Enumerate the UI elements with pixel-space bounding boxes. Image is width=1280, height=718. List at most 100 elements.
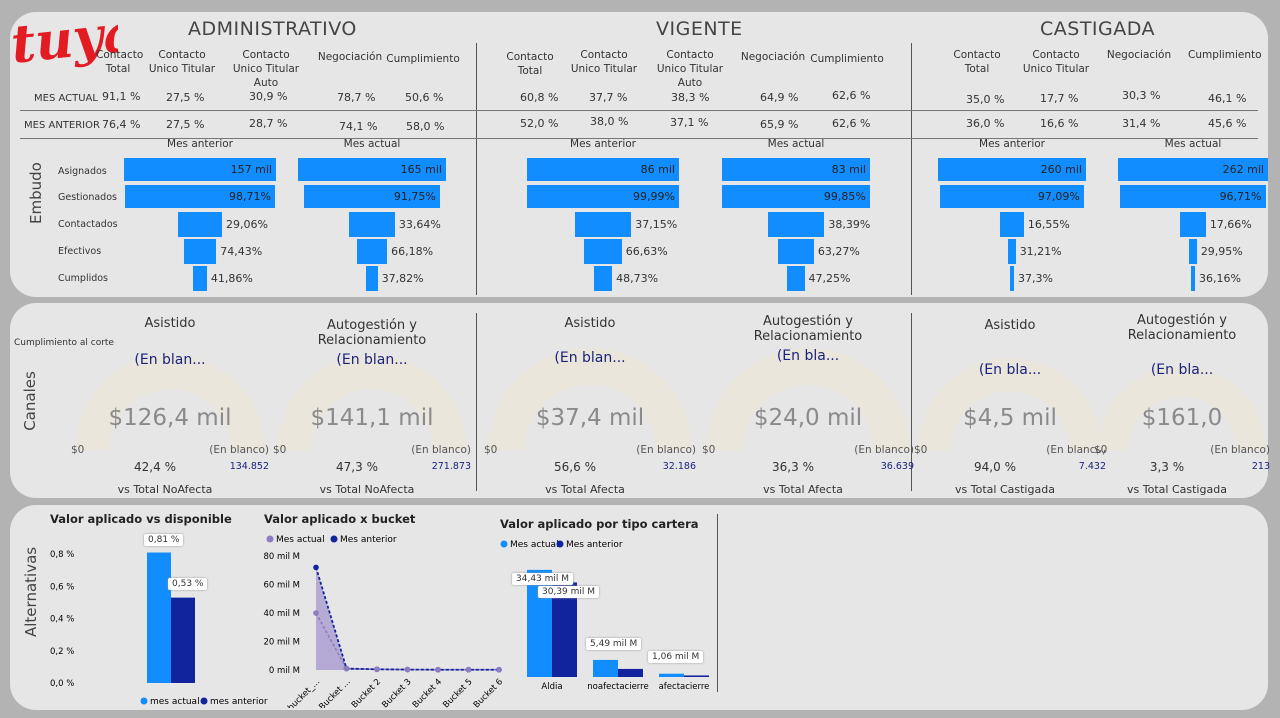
point-mes-actual[interactable] (496, 666, 502, 673)
tuya-logo: tuya (8, 8, 118, 70)
bar[interactable] (171, 597, 195, 683)
funnel-bar[interactable] (1000, 212, 1024, 237)
funnel-bar[interactable] (527, 158, 679, 181)
y-tick-label: 0,8 % (50, 550, 74, 560)
gauge-title: Autogestión y Relacionamiento (753, 314, 863, 344)
bar[interactable] (147, 552, 171, 684)
bar[interactable] (618, 668, 643, 677)
kpi-value: 46,1 % (1208, 92, 1247, 105)
gauge-title: Asistido (564, 316, 616, 331)
point-mes-actual[interactable] (313, 610, 319, 616)
funnel-bar[interactable] (183, 239, 217, 264)
funnel-bar[interactable] (940, 185, 1084, 208)
funnel-bar[interactable] (722, 185, 870, 208)
y-tick-label: 80 mil M (263, 552, 300, 562)
kpi-header: Contacto Unico Titular (1022, 49, 1090, 75)
legend-marker (556, 540, 564, 548)
funnel-bar[interactable] (124, 158, 276, 181)
funnel-bar[interactable] (356, 239, 388, 264)
bar[interactable] (552, 582, 577, 677)
kpi-value: 64,9 % (760, 91, 799, 104)
gauge-min: $0 (1094, 444, 1108, 456)
point-mes-actual[interactable] (374, 666, 380, 673)
funnel-bar[interactable] (787, 266, 805, 291)
legend-marker (200, 697, 208, 705)
bar[interactable] (684, 675, 709, 677)
kpi-value: 91,1 % (102, 90, 141, 103)
section-title-vigente: VIGENTE (656, 18, 743, 40)
funnel-bar[interactable] (1191, 266, 1195, 291)
y-tick-label: 0,2 % (50, 647, 74, 657)
kpi-header: Contacto Unico Titular (570, 49, 638, 75)
funnel-title: Mes actual (767, 138, 825, 150)
funnel-bar[interactable] (349, 212, 395, 237)
area-anterior (316, 567, 499, 670)
funnel-bar-label: 86 mil (640, 163, 675, 176)
funnel-bar[interactable] (722, 158, 870, 181)
funnel-bar-label: 157 mil (230, 163, 272, 176)
funnel-bar-label: 41,86% (210, 272, 253, 285)
gauge-arc (75, 355, 265, 451)
kpi-value: 16,6 % (1040, 117, 1079, 130)
point-mes-actual[interactable] (343, 665, 350, 672)
y-tick-label: 0,6 % (50, 582, 74, 592)
legend-marker (500, 540, 508, 548)
funnel-bar[interactable] (1008, 239, 1016, 264)
kpi-value: 62,6 % (832, 89, 871, 102)
funnel-bar[interactable] (1118, 158, 1268, 181)
funnel-bar[interactable] (1189, 239, 1197, 264)
kpi-value: 27,5 % (166, 118, 205, 131)
x-tick-label: Bucket 2 (350, 677, 383, 708)
gauge-arc (488, 348, 692, 451)
funnel-bar[interactable] (366, 266, 378, 291)
funnel-bar[interactable] (574, 212, 632, 237)
funnel-bar[interactable] (1120, 185, 1266, 208)
gauge-percent: 36,3 % (772, 460, 814, 474)
gauge-arc (706, 348, 910, 451)
row-label-mes-actual: MES ACTUAL (34, 93, 98, 104)
y-tick-label: 60 mil M (263, 581, 300, 591)
legend-marker (140, 697, 148, 705)
funnel-bar-label: 17,66% (1209, 218, 1252, 231)
funnel-bar[interactable] (593, 266, 613, 291)
funnel-bar[interactable] (1180, 212, 1206, 237)
funnel-bar[interactable] (124, 185, 275, 208)
funnel-bar[interactable] (298, 158, 446, 181)
funnel-title: Mes anterior (167, 138, 233, 150)
gauge-track (1098, 366, 1266, 451)
point-mes-actual[interactable] (465, 666, 472, 673)
bar[interactable] (659, 673, 684, 677)
funnel-bar[interactable] (177, 212, 223, 237)
gauge-percent: 3,3 % (1149, 460, 1185, 474)
funnel-bar[interactable] (938, 158, 1086, 181)
funnel-stage-label: Gestionados (58, 192, 117, 203)
funnel-title: Mes anterior (570, 138, 636, 150)
kpi-header: Negociación (1106, 49, 1172, 61)
bar[interactable] (593, 659, 618, 677)
row-label-mes-anterior: MES ANTERIOR (24, 120, 100, 131)
funnel-bar[interactable] (767, 212, 825, 237)
funnel-bar[interactable] (584, 239, 622, 264)
funnel-bar[interactable] (304, 185, 440, 208)
gauge-card-value: (En bla... (776, 348, 840, 364)
kpi-header: Negociación (740, 51, 806, 63)
funnel-bar[interactable] (1010, 266, 1014, 291)
kpi-funnel-panel (10, 12, 1268, 297)
gauge-target: 32.186 (662, 461, 696, 472)
y-tick-label: 0,4 % (50, 615, 74, 625)
x-tick-label: Bucket 4 (411, 677, 444, 708)
point-mes-actual[interactable] (435, 666, 441, 673)
point-mes-actual[interactable] (404, 666, 411, 673)
kpi-value: 31,4 % (1122, 117, 1161, 130)
gauge-target: 213 (1251, 461, 1270, 472)
gauge-track (706, 348, 910, 451)
gauge-title: Asistido (984, 318, 1036, 333)
funnel-bar[interactable] (193, 266, 207, 291)
data-label: 0,81 % (144, 534, 184, 546)
gauge-max: (En blanco) (411, 444, 471, 456)
kpi-value: 37,1 % (670, 116, 709, 129)
point-mes-anterior[interactable] (313, 564, 319, 571)
funnel-bar[interactable] (778, 239, 814, 264)
gauge-min: $0 (484, 444, 498, 456)
funnel-bar[interactable] (527, 185, 679, 208)
